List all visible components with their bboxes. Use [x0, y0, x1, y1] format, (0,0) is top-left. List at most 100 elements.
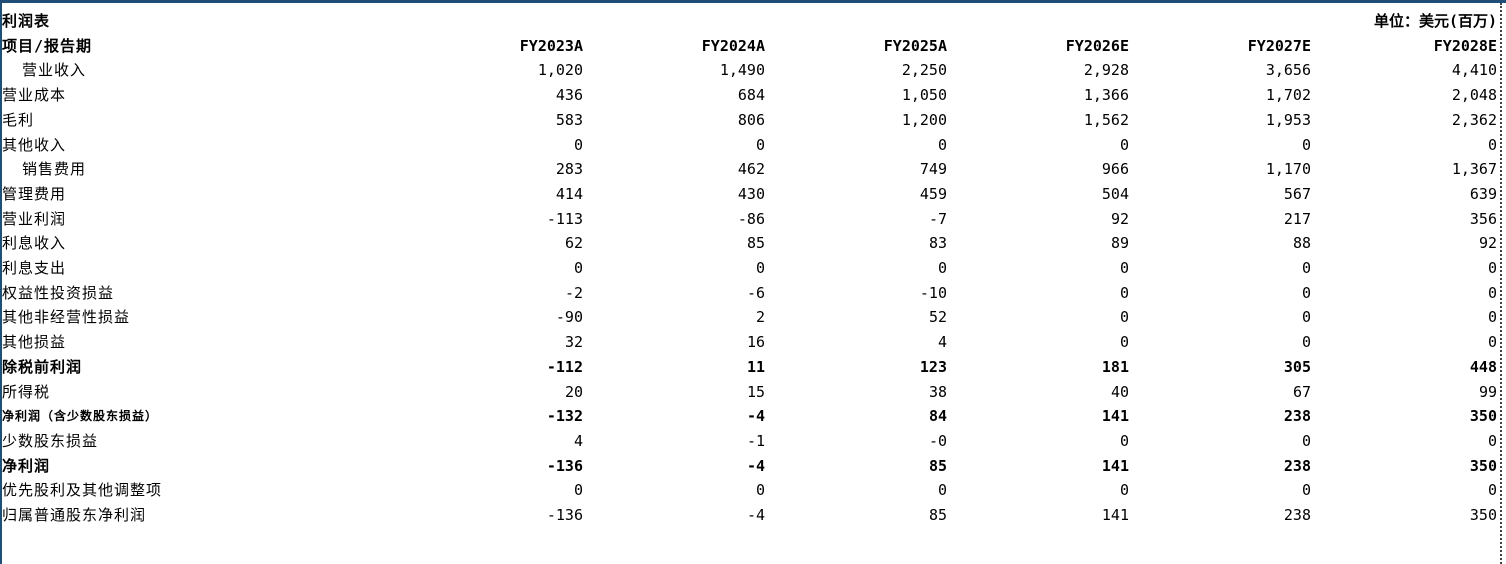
table-row: 优先股利及其他调整项 0 0 0 0 0 0	[2, 478, 1498, 503]
cell-value: 238	[1283, 456, 1311, 475]
row-label: 利息收入	[2, 234, 67, 253]
cell-value: 1,200	[901, 110, 947, 129]
row-label: 利息支出	[2, 259, 67, 278]
cell-value: 1,050	[901, 86, 947, 105]
cell-value: 356	[1469, 209, 1497, 228]
cell-value: 11	[746, 357, 765, 376]
table-row: 权益性投资损益 -2 -6 -10 0 0 0	[2, 281, 1498, 306]
cell-value: 305	[1283, 357, 1311, 376]
cell-value: 38	[928, 382, 947, 401]
cell-value: 238	[1283, 407, 1311, 426]
cell-value: 52	[928, 308, 947, 327]
cell-value: 88	[1292, 234, 1311, 253]
cell-value: 20	[564, 382, 583, 401]
cell-value: 4,410	[1451, 61, 1497, 80]
header-label: 项目/报告期	[2, 36, 93, 55]
income-statement-table: 利润表 单位：美元(百万) 项目/报告期 FY2023A FY2024A FY2…	[2, 9, 1498, 528]
cell-value: 0	[755, 135, 765, 154]
row-label: 所得税	[2, 382, 51, 401]
cell-value: 85	[928, 506, 947, 525]
table-row: 净利润（含少数股东损益） -132 -4 84 141 238 350	[2, 404, 1498, 429]
cell-value: 0	[1119, 135, 1129, 154]
cell-value: 350	[1469, 506, 1497, 525]
cell-value: 1,170	[1265, 160, 1311, 179]
cell-value: 1,367	[1451, 160, 1497, 179]
table-row: 利息收入 62 85 83 89 88 92	[2, 231, 1498, 256]
cell-value: -1	[746, 431, 765, 450]
cell-value: 0	[937, 259, 947, 278]
cell-value: 0	[1301, 333, 1311, 352]
row-label: 营业收入	[22, 61, 87, 80]
cell-value: 92	[1478, 234, 1497, 253]
cell-value: 0	[573, 259, 583, 278]
cell-value: 448	[1469, 357, 1497, 376]
table-row: 少数股东损益 4 -1 -0 0 0 0	[2, 429, 1498, 454]
table-row: 其他非经营性损益 -90 2 52 0 0 0	[2, 305, 1498, 330]
cell-value: 2	[755, 308, 765, 327]
table-title: 利润表	[2, 12, 51, 30]
cell-value: -132	[546, 407, 583, 426]
cell-value: 0	[1301, 135, 1311, 154]
cell-value: 1,490	[719, 61, 765, 80]
row-label: 其他收入	[2, 135, 67, 154]
cell-value: 83	[928, 234, 947, 253]
cell-value: 504	[1101, 184, 1129, 203]
cell-value: 414	[555, 184, 583, 203]
cell-value: 89	[1110, 234, 1129, 253]
table-row: 营业利润 -113 -86 -7 92 217 356	[2, 207, 1498, 232]
cell-value: 1,953	[1265, 110, 1311, 129]
cell-value: 141	[1101, 506, 1129, 525]
cell-value: 0	[1487, 259, 1497, 278]
cell-value: 0	[1301, 481, 1311, 500]
cell-value: 0	[1301, 259, 1311, 278]
cell-value: 0	[1487, 333, 1497, 352]
table-row: 营业收入 1,020 1,490 2,250 2,928 3,656 4,410	[2, 58, 1498, 83]
cell-value: -7	[928, 209, 947, 228]
title-row: 利润表 单位：美元(百万)	[2, 9, 1498, 34]
cell-value: 217	[1283, 209, 1311, 228]
period-header: FY2028E	[1433, 36, 1497, 55]
cell-value: 436	[555, 86, 583, 105]
cell-value: 0	[1119, 283, 1129, 302]
row-label: 营业利润	[2, 209, 67, 228]
cell-value: 966	[1101, 160, 1129, 179]
cell-value: 123	[919, 357, 947, 376]
row-label: 净利润（含少数股东损益）	[2, 409, 159, 424]
cell-value: 4	[573, 431, 583, 450]
header-row: 项目/报告期 FY2023A FY2024A FY2025A FY2026E F…	[2, 34, 1498, 59]
cell-value: 85	[746, 234, 765, 253]
row-label: 少数股东损益	[2, 431, 99, 450]
cell-value: 0	[1301, 308, 1311, 327]
cell-value: 0	[1487, 431, 1497, 450]
row-label: 管理费用	[2, 184, 67, 203]
cell-value: -136	[546, 456, 583, 475]
table-row: 其他收入 0 0 0 0 0 0	[2, 133, 1498, 158]
row-label: 销售费用	[22, 160, 87, 179]
period-header: FY2024A	[701, 36, 765, 55]
cell-value: 62	[564, 234, 583, 253]
cell-value: -4	[746, 407, 765, 426]
cell-value: 459	[919, 184, 947, 203]
cell-value: 85	[928, 456, 947, 475]
cell-value: 99	[1478, 382, 1497, 401]
cell-value: 639	[1469, 184, 1497, 203]
cell-value: 1,562	[1083, 110, 1129, 129]
cell-value: -90	[555, 308, 583, 327]
cell-value: 350	[1469, 407, 1497, 426]
table-row: 利息支出 0 0 0 0 0 0	[2, 256, 1498, 281]
cell-value: 0	[1487, 283, 1497, 302]
cell-value: 92	[1110, 209, 1129, 228]
row-label: 归属普通股东净利润	[2, 506, 147, 525]
cell-value: 0	[573, 135, 583, 154]
cell-value: 84	[928, 407, 947, 426]
cell-value: 4	[937, 333, 947, 352]
cell-value: 0	[1301, 283, 1311, 302]
cell-value: 0	[1119, 431, 1129, 450]
cell-value: 0	[755, 259, 765, 278]
cell-value: 567	[1283, 184, 1311, 203]
cell-value: -4	[746, 506, 765, 525]
cell-value: 0	[1487, 481, 1497, 500]
cell-value: 2,362	[1451, 110, 1497, 129]
row-label: 其他非经营性损益	[2, 308, 131, 327]
